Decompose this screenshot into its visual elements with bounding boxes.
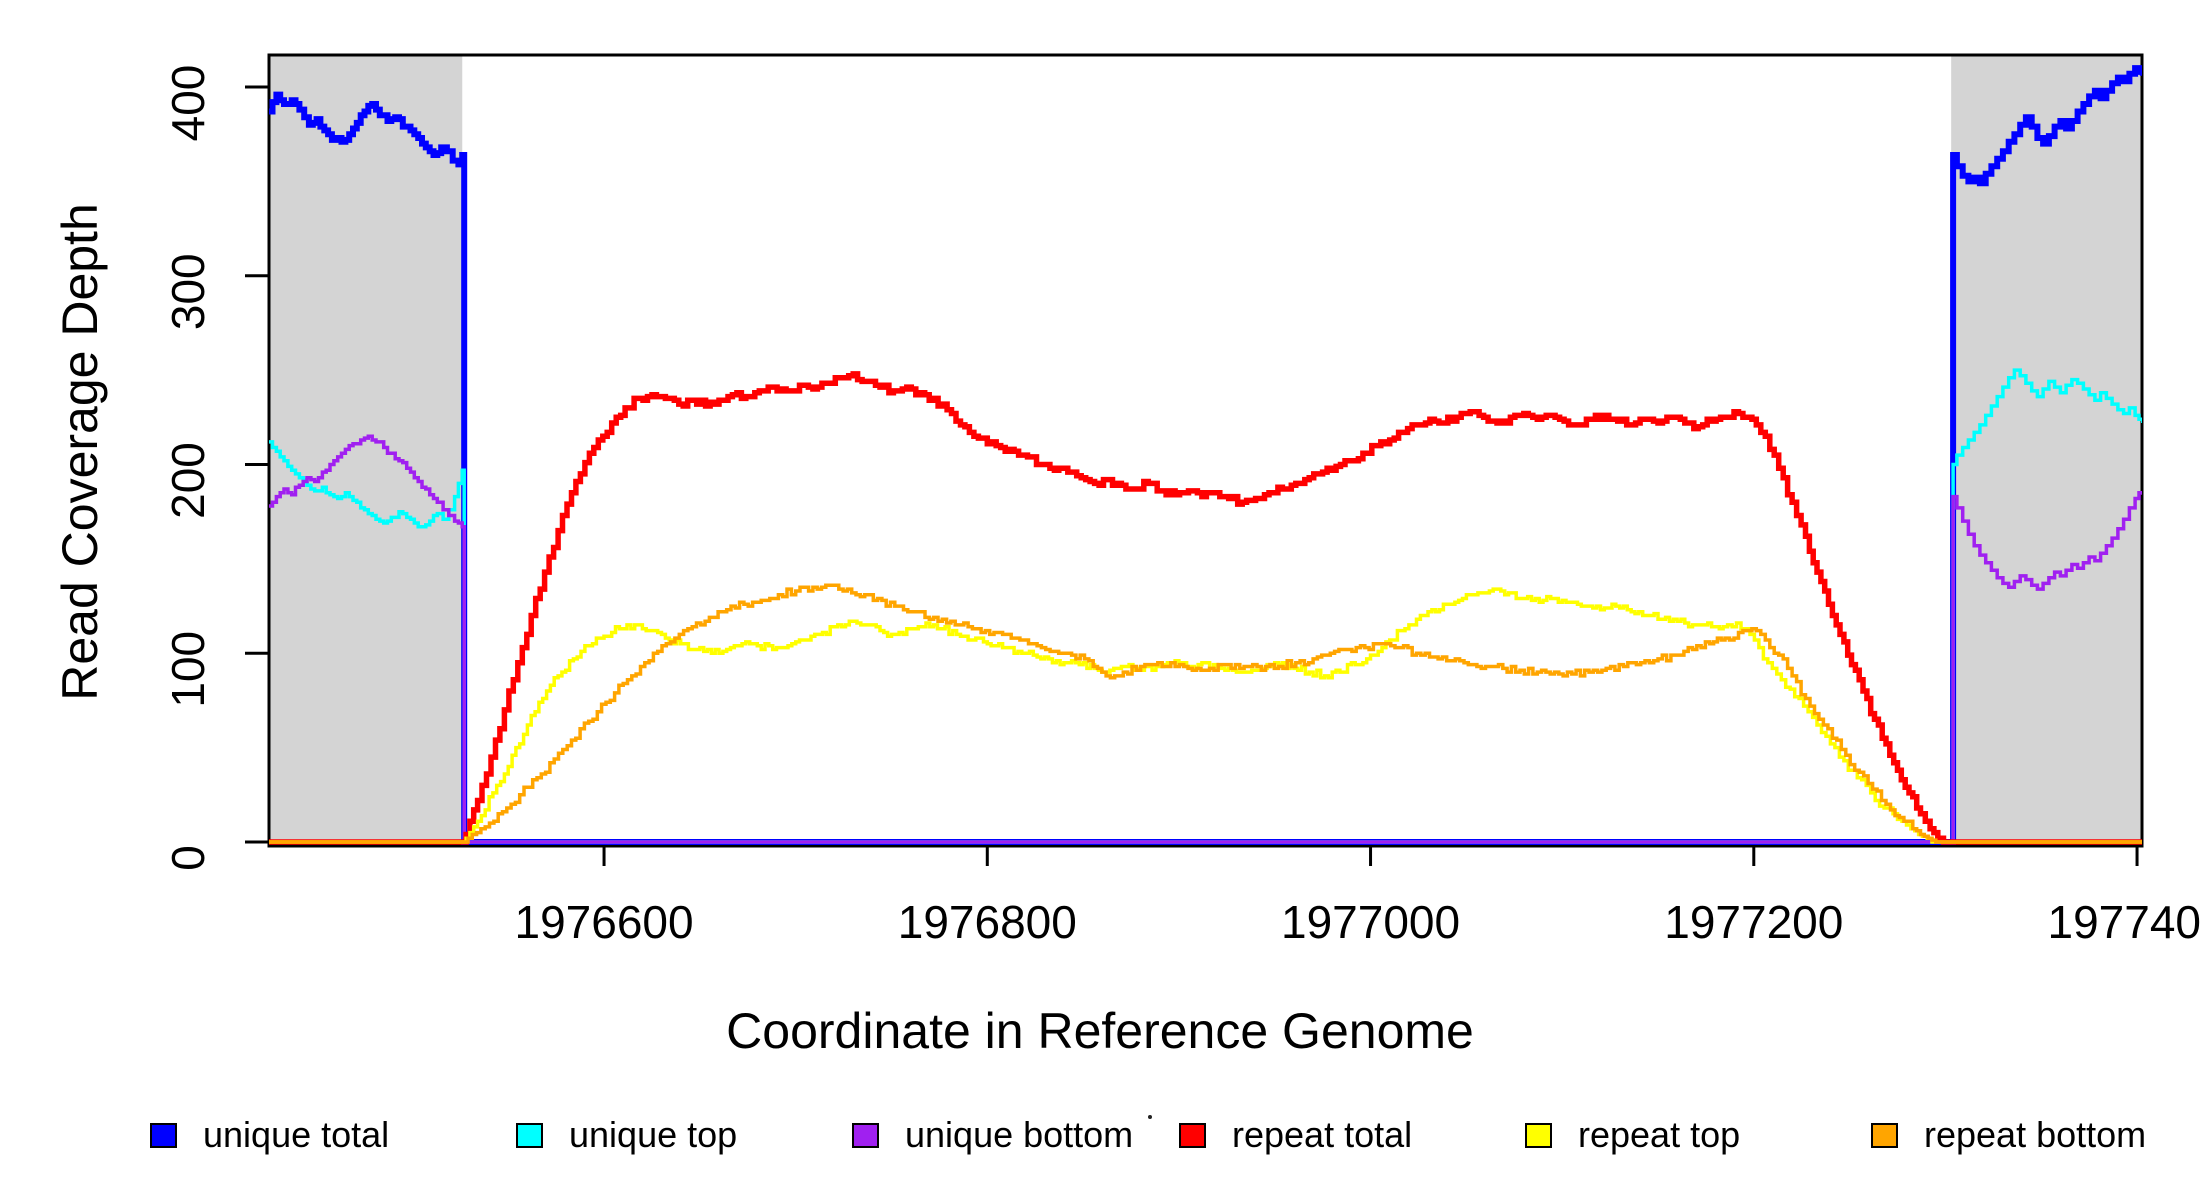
stray-dot: [1148, 1115, 1152, 1119]
series-repeat-bottom: [269, 583, 2142, 844]
unique-flank-left: [268, 55, 463, 846]
series-repeat-top: [269, 587, 2142, 844]
x-tick-label: 1976800: [898, 896, 1077, 948]
y-tick-label: 300: [162, 253, 214, 330]
y-tick-label: 100: [162, 631, 214, 708]
y-tick-label: 400: [162, 65, 214, 142]
plot-border: [267, 53, 2144, 848]
series-unique-total: [269, 65, 2142, 845]
y-axis-title: Read Coverage Depth: [52, 203, 108, 701]
x-axis-title: Coordinate in Reference Genome: [726, 1003, 1474, 1059]
x-tick-label: 1977000: [1281, 896, 1460, 948]
data-series: [269, 65, 2142, 845]
y-tick-label: 0: [162, 845, 214, 871]
series-unique-bottom: [269, 434, 2142, 844]
axis-ticks: [245, 85, 2139, 866]
x-tick-label: 1976600: [514, 896, 693, 948]
y-tick-label: 200: [162, 442, 214, 519]
unique-flank-right: [1951, 55, 2143, 846]
x-tick-label: 1977200: [1664, 896, 1843, 948]
series-repeat-total: [269, 371, 2142, 845]
shaded-regions: [268, 55, 2143, 846]
